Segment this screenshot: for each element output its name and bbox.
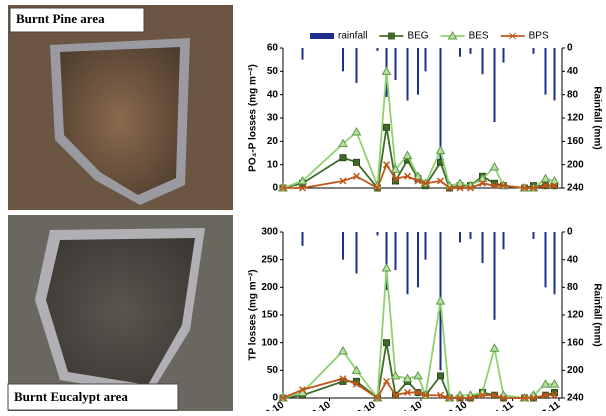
y-tick-label: 0 (272, 183, 278, 194)
x-tick-label: 25-11-10 (386, 399, 425, 411)
x-tick-label: 25-10-10 (339, 399, 378, 411)
y-tick-label: 50 (267, 66, 279, 77)
y-tick-label: 60 (267, 43, 279, 54)
marker (384, 340, 390, 346)
y2-tick-label: 80 (567, 282, 579, 293)
y2-tick-label: 80 (567, 89, 579, 100)
y2-tick-label: 200 (567, 159, 584, 170)
rainfall-bar (494, 232, 496, 320)
rainfall-bar (342, 48, 344, 71)
legend-label: rainfall (338, 31, 367, 42)
y-axis-title: TP losses (mg m⁻²) (248, 269, 259, 360)
legend-label: BPS (529, 31, 549, 42)
rainfall-bar (470, 232, 472, 239)
rainfall-bar (482, 48, 484, 74)
y-tick-label: 40 (267, 89, 279, 100)
photo-label: Burnt Pine area (16, 11, 105, 26)
y-tick-label: 50 (267, 365, 279, 376)
marker (491, 344, 499, 351)
x-tick-label: 25-02-11 (524, 399, 563, 411)
rainfall-bar (395, 48, 397, 80)
y2-tick-label: 120 (567, 310, 584, 321)
rainfall-bar (342, 232, 344, 260)
y2-tick-label: 240 (567, 393, 584, 404)
marker (383, 67, 391, 74)
rainfall-bar (395, 232, 397, 270)
y-axis-title: PO₄-P losses (mg m⁻²) (248, 64, 259, 172)
marker (384, 378, 390, 384)
y2-tick-label: 120 (567, 113, 584, 124)
rainfall-bar (482, 232, 484, 263)
marker (437, 297, 445, 304)
rainfall-bar (356, 232, 358, 274)
y2-tick-label: 160 (567, 337, 584, 348)
marker (339, 347, 347, 354)
legend-marker (388, 33, 394, 39)
y2-tick-label: 240 (567, 183, 584, 194)
rainfall-bar (302, 232, 304, 246)
rainfall-bar (377, 48, 379, 51)
marker (437, 147, 445, 154)
rainfall-bar (407, 232, 409, 294)
x-tick-label: 25-01-11 (477, 399, 516, 411)
y2-tick-label: 160 (567, 136, 584, 147)
rainfall-bar (503, 232, 505, 249)
rainfall-bar (545, 232, 547, 287)
rainfall-bar (459, 232, 461, 242)
y-tick-label: 20 (267, 136, 279, 147)
rainfall-bar (533, 232, 535, 239)
rainfall-bar (533, 48, 535, 54)
marker (384, 124, 390, 130)
rainfall-bar (417, 232, 419, 287)
rainfall-bar (470, 48, 472, 54)
y-tick-label: 300 (261, 227, 278, 238)
rainfall-bar (407, 48, 409, 101)
rainfall-bar (377, 232, 379, 235)
y2-tick-label: 0 (567, 227, 573, 238)
rainfall-bar (425, 48, 427, 71)
marker (414, 372, 422, 379)
legend-label: BEG (407, 31, 428, 42)
y2-tick-label: 200 (567, 365, 584, 376)
marker (542, 175, 550, 182)
marker (354, 159, 360, 165)
photo-label: Burnt Eucalypt area (14, 389, 128, 404)
rainfall-bar (356, 48, 358, 83)
y2-tick-label: 40 (567, 66, 579, 77)
y2-axis-title: Rainfall (mm) (591, 283, 602, 346)
photo-eucalypt: Burnt Eucalypt area (8, 215, 233, 411)
y2-axis-title: Rainfall (mm) (591, 86, 602, 149)
page: Burnt Pine area Burnt Eucalypt area 0 10 2… (0, 0, 606, 416)
y-tick-label: 150 (261, 310, 278, 321)
y-tick-label: 30 (267, 113, 279, 124)
marker (353, 128, 361, 135)
rainfall-bar (554, 48, 556, 101)
rainfall-bar (459, 48, 461, 57)
figure: Burnt Pine area Burnt Eucalypt area 0 10 2… (0, 0, 606, 411)
marker (383, 264, 391, 271)
rainfall-bar (302, 48, 304, 60)
y2-tick-label: 0 (567, 43, 573, 54)
rainfall-bar (417, 48, 419, 95)
legend-label: BES (469, 31, 489, 42)
marker (491, 163, 499, 170)
rainfall-bar (425, 232, 427, 260)
y-tick-label: 200 (261, 282, 278, 293)
rainfall-bar (494, 48, 496, 122)
rainfall-bar (503, 48, 505, 63)
rainfall-bar (545, 48, 547, 95)
photo-pine: Burnt Pine area (8, 5, 233, 210)
legend-key (310, 33, 334, 39)
y-tick-label: 250 (261, 254, 278, 265)
marker (404, 151, 412, 158)
x-tick-label: 25-09-10 (294, 399, 333, 411)
rainfall-bar (554, 232, 556, 294)
y-tick-label: 100 (261, 337, 278, 348)
marker (438, 373, 444, 379)
marker (340, 155, 346, 161)
y2-tick-label: 40 (567, 254, 579, 265)
y-tick-label: 10 (267, 159, 279, 170)
